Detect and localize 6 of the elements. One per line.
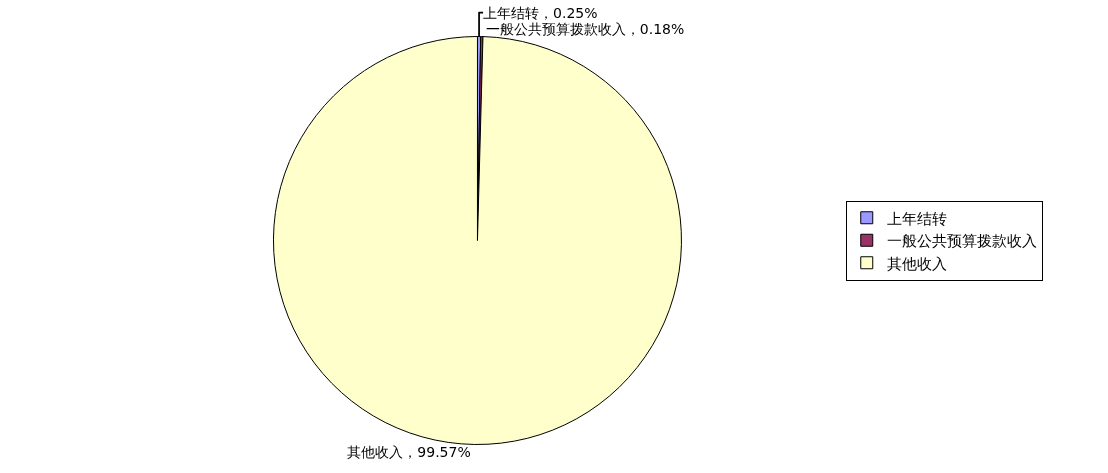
data-label: 一般公共预算拨款收入，0.18% xyxy=(485,20,685,37)
legend-label: 上年结转 xyxy=(886,209,947,228)
legend-label: 其他收入 xyxy=(886,254,947,273)
legend-label: 一般公共预算拨款收入 xyxy=(886,232,1037,251)
data-label: 其他收入，99.57% xyxy=(347,444,471,461)
data-label: 上年结转，0.25% xyxy=(483,4,598,21)
